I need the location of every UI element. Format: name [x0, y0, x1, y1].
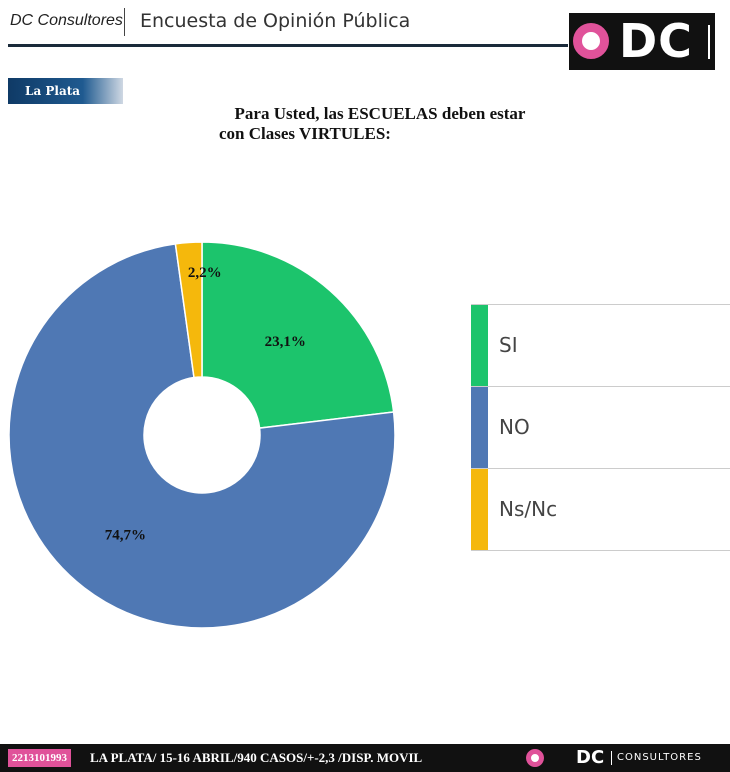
legend-swatch — [471, 387, 488, 468]
header-rule — [8, 44, 568, 47]
chart-title: Para Usted, las ESCUELAS deben estar con… — [150, 104, 610, 144]
phone-number: 2213101993 — [8, 749, 71, 767]
legend-swatch — [471, 469, 488, 550]
survey-title: Encuesta de Opinión Pública — [140, 10, 411, 32]
slice-ns-nc — [174, 241, 203, 379]
legend-label: NO — [499, 415, 530, 439]
data-label-ns-nc: 2,2% — [188, 265, 222, 281]
question-line-2: con Clases VIRTULES: — [219, 124, 391, 143]
logo-text: DC — [619, 14, 693, 68]
footer-logo-o-icon — [526, 749, 544, 767]
logo-bar — [708, 25, 710, 59]
footer-logo-bar — [611, 751, 612, 765]
question-line-1: Para Usted, las ESCUELAS deben estar — [234, 104, 526, 123]
legend-label: Ns/Nc — [499, 497, 558, 521]
data-label-no: 74,7% — [105, 527, 146, 543]
data-label-si: 23,1% — [265, 334, 306, 350]
donut-chart: 23,1% 74,7% 2,2% — [8, 241, 396, 629]
legend-swatch — [471, 305, 488, 386]
header: DC Consultores Encuesta de Opinión Públi… — [0, 0, 730, 70]
chart-legend: SI NO Ns/Nc — [471, 304, 730, 551]
brand-name: DC Consultores — [10, 12, 123, 29]
odc-logo: DC — [569, 13, 715, 70]
footer-logo-subtext: CONSULTORES — [617, 752, 702, 763]
location-tag: La Plata — [8, 78, 123, 104]
header-separator — [124, 8, 125, 36]
slice-si — [201, 241, 395, 429]
legend-item-ns-nc: Ns/Nc — [471, 469, 730, 551]
footer-logo-text: DC — [576, 747, 605, 768]
slice-no — [8, 242, 396, 629]
legend-item-no: NO — [471, 387, 730, 469]
survey-info: LA PLATA/ 15-16 ABRIL/940 CASOS/+-2,3 /D… — [90, 750, 423, 765]
legend-item-si: SI — [471, 304, 730, 387]
logo-o-icon — [573, 23, 609, 59]
footer-bar: 2213101993 LA PLATA/ 15-16 ABRIL/940 CAS… — [0, 744, 730, 772]
legend-label: SI — [499, 333, 518, 357]
